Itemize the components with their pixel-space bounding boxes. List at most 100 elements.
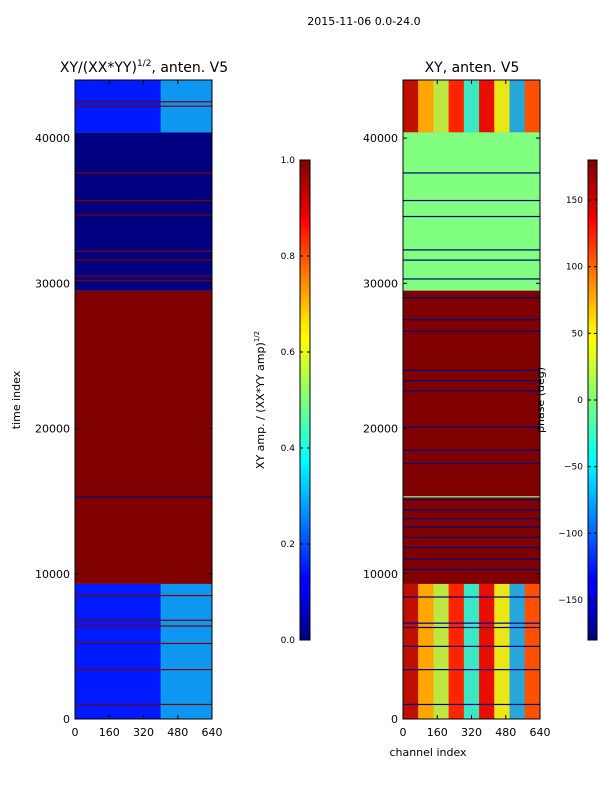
p1-line-row	[75, 279, 212, 282]
p2-line-row	[403, 319, 540, 321]
p2-line-row	[403, 596, 540, 598]
p1-line-row	[75, 669, 212, 671]
p2-line-row	[403, 669, 540, 671]
p2-line-row	[403, 496, 540, 498]
p1-ytick-label: 40000	[35, 132, 70, 145]
p2-line-row	[403, 462, 540, 464]
p2-cbtick-label: 50	[572, 329, 584, 339]
p1-cbtick-label: 0.4	[281, 444, 296, 454]
p1-xtick-label: 0	[72, 726, 79, 739]
p2-xtick-label: 480	[495, 726, 516, 739]
p2-band-0-stripe	[448, 583, 464, 719]
p1-ytick-label: 10000	[35, 568, 70, 581]
p2-band-3-stripe	[418, 80, 434, 133]
panel2-y-ticks: 0 10000 20000 30000 40000	[363, 132, 540, 726]
panel1-title-exp: 1/2	[137, 59, 151, 69]
p2-band-0-stripe	[509, 583, 525, 719]
p1-line-row	[75, 275, 212, 277]
p1-line-row	[75, 496, 212, 498]
p2-band-3-stripe	[463, 80, 480, 133]
p2-band-3-stripe	[403, 80, 419, 133]
panel1-ylabel: time index	[10, 370, 23, 429]
p2-cbtick-label: −50	[564, 463, 583, 473]
p2-line-row	[403, 297, 540, 299]
panel-phase: XY, anten. V5 0 160 320 480 640 0 10000 20000 3…	[363, 60, 551, 759]
p2-line-row	[403, 172, 540, 174]
colorbar1-label: XY amp. / (XX*YY amp)1/2	[253, 331, 267, 469]
p2-band-3-stripe	[524, 80, 540, 133]
p2-line-row	[403, 626, 540, 629]
figure-suptitle: 2015-11-06 0.0-24.0	[307, 15, 420, 28]
p1-cbtick-label: 1.0	[281, 156, 296, 166]
p1-band-1	[75, 290, 212, 584]
p2-ytick-label: 10000	[363, 568, 398, 581]
p1-line-row	[75, 250, 212, 252]
p2-line-row	[403, 526, 540, 528]
p1-xtick-label: 320	[133, 726, 154, 739]
p2-line-row	[403, 558, 540, 560]
p1-xtick-label: 480	[167, 726, 188, 739]
p1-band-2	[75, 132, 212, 291]
panel1-x-ticks: 0 160 320 480 640	[72, 80, 223, 739]
colorbar2-ticks: −150 −100 −50 0 50 100 150	[558, 196, 597, 606]
p1-line-row	[75, 625, 212, 627]
p2-band-0-stripe	[463, 583, 480, 719]
p1-line-row	[75, 105, 212, 107]
panel2-title: XY, anten. V5	[425, 60, 520, 76]
p1-band-0-active	[160, 583, 212, 719]
p2-line-row	[403, 568, 540, 571]
p1-cbtick-label: 0.0	[281, 636, 296, 646]
p2-line-row	[403, 215, 540, 218]
p1-line-row	[75, 259, 212, 261]
p2-line-row	[403, 509, 540, 511]
p1-xtick-label: 160	[99, 726, 120, 739]
p2-band-1	[403, 290, 540, 584]
p1-ytick-label: 30000	[35, 277, 70, 290]
panel1-y-ticks: 0 10000 20000 30000 40000	[35, 132, 212, 726]
p2-line-row	[403, 249, 540, 251]
p2-band-0-stripe	[494, 583, 510, 719]
p2-line-row	[403, 622, 540, 624]
p2-line-row	[403, 645, 540, 647]
p2-line-row	[403, 330, 540, 332]
p2-band-0-stripe	[418, 583, 434, 719]
p2-band-3-stripe	[509, 80, 525, 133]
p2-line-row	[403, 278, 540, 280]
p2-band-3-stripe	[494, 80, 510, 133]
p2-xtick-label: 640	[530, 726, 551, 739]
p1-line-row	[75, 619, 212, 621]
p1-ytick-label: 0	[63, 713, 70, 726]
colorbar1-label-exp: 1/2	[253, 331, 261, 342]
p2-line-row	[403, 517, 540, 520]
p2-line-row	[403, 199, 540, 202]
panel-amplitude: XY/(XX*YY)1/2, anten. V5 0 160 320 480 640 0…	[10, 59, 228, 739]
panel1-title: XY/(XX*YY)1/2, anten. V5	[60, 59, 228, 76]
p2-cbtick-label: 100	[566, 263, 583, 273]
panel2-xlabel: channel index	[389, 746, 467, 759]
p2-band-3-stripe	[479, 80, 495, 133]
p2-line-row	[403, 703, 540, 706]
p1-ytick-label: 20000	[35, 423, 70, 436]
p2-cbtick-label: 0	[577, 396, 583, 406]
p2-line-row	[403, 426, 540, 428]
panel2-heatmap	[403, 80, 540, 719]
p1-line-row	[75, 594, 212, 597]
p2-band-0-stripe	[524, 583, 540, 719]
p2-line-row	[403, 380, 540, 382]
p2-xtick-label: 0	[400, 726, 407, 739]
p2-xtick-label: 320	[461, 726, 482, 739]
p2-line-row	[403, 547, 540, 549]
p2-band-0-stripe	[479, 583, 495, 719]
p2-band-0-stripe	[433, 583, 449, 719]
p2-cbtick-label: −100	[558, 529, 583, 539]
colorbar-phase: −150 −100 −50 0 50 100 150 phase (deg)	[534, 159, 598, 641]
p1-line-row	[75, 214, 212, 216]
p2-line-row	[403, 390, 540, 392]
p2-band-0-stripe	[403, 583, 419, 719]
colorbar-amplitude: 0.0 0.2 0.4 0.6 0.8 1.0 XY amp. / (XX*YY amp)…	[253, 156, 311, 646]
panel1-title-suffix: , anten. V5	[151, 60, 228, 76]
p2-ytick-label: 0	[391, 713, 398, 726]
p1-line-row	[75, 703, 212, 706]
colorbar2-label: phase (deg)	[534, 367, 547, 433]
p1-line-row	[75, 101, 212, 103]
